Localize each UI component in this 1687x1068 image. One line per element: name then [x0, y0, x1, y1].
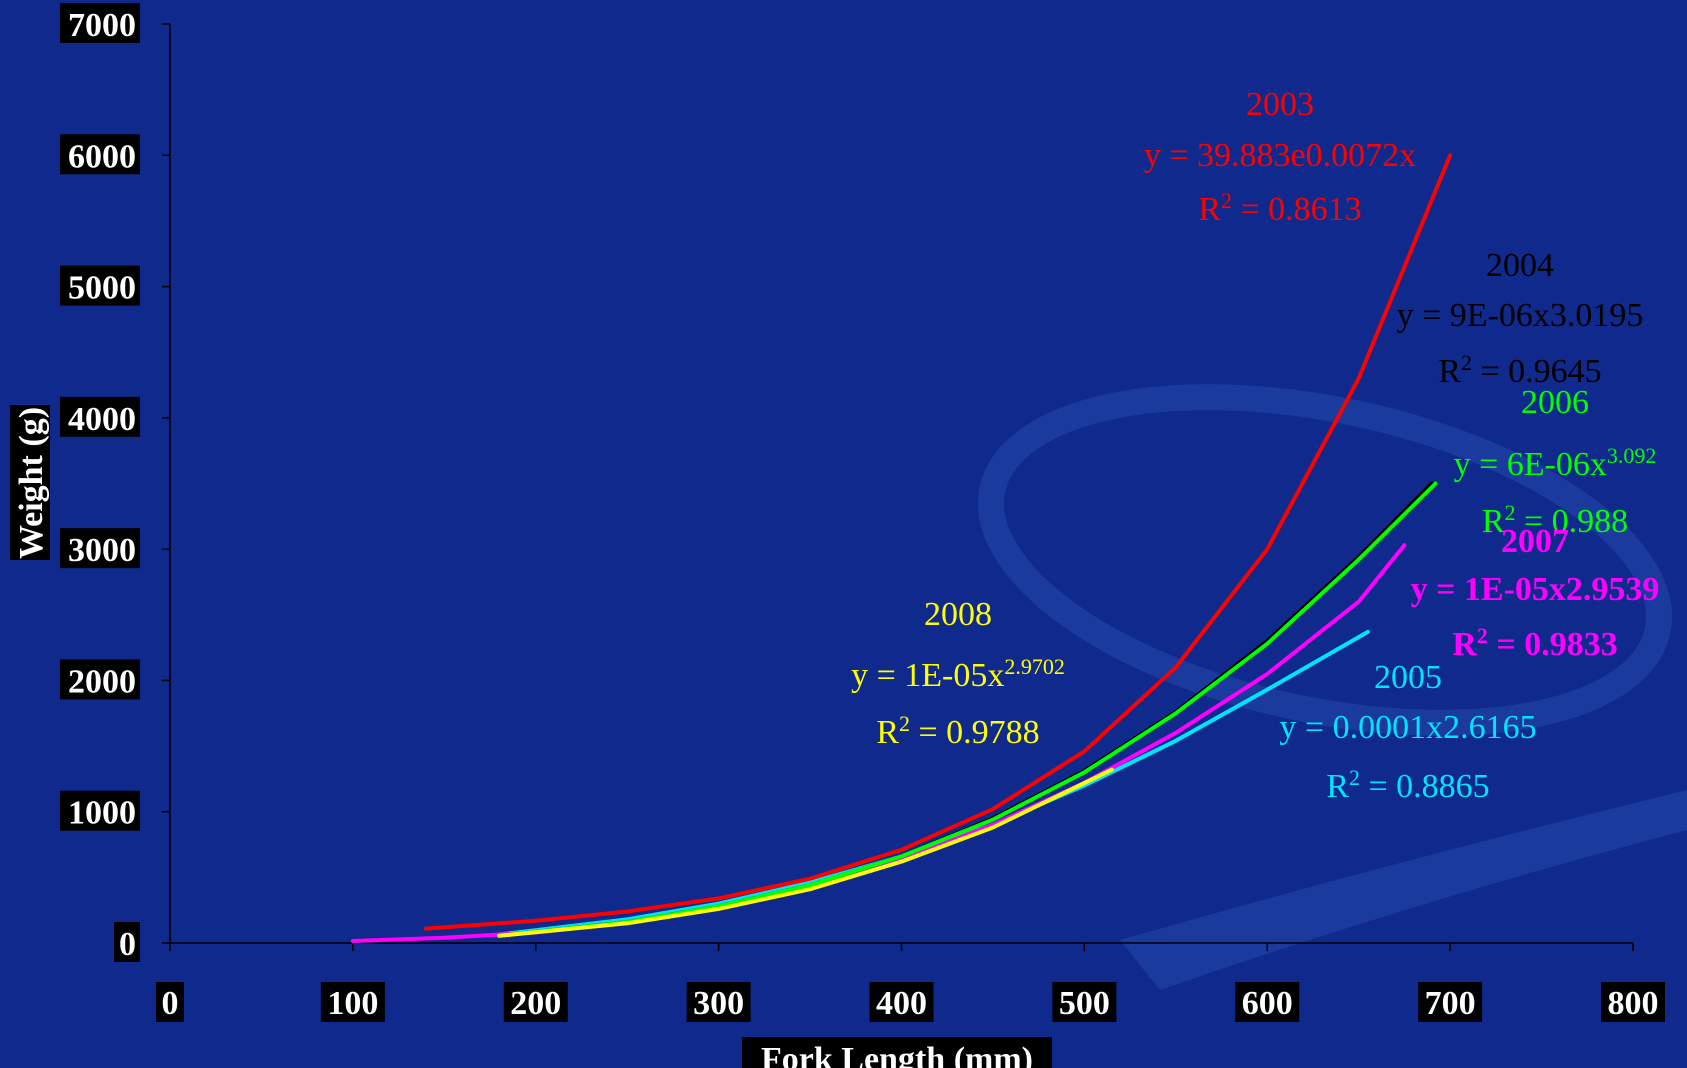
- r-squared: R2 = 0.8613: [1198, 188, 1361, 229]
- x-tick-label: 600: [1242, 985, 1293, 1022]
- y-tick-label: 5000: [68, 270, 136, 307]
- x-tick-label-bg: [1235, 982, 1300, 1022]
- annotation-2003: 2003 y = 39.883e0.0072x R2 = 0.8613: [1144, 86, 1416, 228]
- trend-equation: y = 0.0001x2.6165: [1279, 709, 1536, 746]
- x-tick-label-bg: [1052, 982, 1117, 1022]
- x-tick-label: 500: [1059, 985, 1110, 1022]
- x-tick-label-bg: [503, 982, 568, 1022]
- x-tick-label-bg: [1601, 982, 1665, 1022]
- x-tick-label-bg: [320, 982, 385, 1022]
- x-tick-label: 100: [327, 985, 378, 1022]
- axis-titles: Fork Length (mm) Weight (g): [10, 405, 1052, 1068]
- x-tick-label-bg: [156, 982, 184, 1022]
- r-squared: R2 = 0.8865: [1326, 765, 1489, 806]
- y-tick-label: 7000: [68, 7, 136, 44]
- background-decoration: [977, 384, 1687, 990]
- y-tick-label: 6000: [68, 138, 136, 175]
- series-label: 2005: [1374, 659, 1442, 696]
- annotation-2006: 2006 y = 6E-06x3.092 R2 = 0.988: [1454, 384, 1657, 540]
- x-tick-label: 0: [162, 985, 179, 1022]
- y-tick-label: 2000: [68, 663, 136, 700]
- x-tick-label-bg: [869, 982, 934, 1022]
- x-tick-label: 200: [510, 985, 561, 1022]
- series-label: 2007: [1501, 523, 1569, 560]
- trend-equation: y = 6E-06x3.092: [1454, 443, 1657, 484]
- x-tick-label: 700: [1425, 985, 1476, 1022]
- x-tick-label: 300: [693, 985, 744, 1022]
- r-squared: R2 = 0.9833: [1452, 623, 1617, 664]
- y-axis-title: Weight (g): [13, 407, 50, 559]
- trend-equation: y = 1E-05x2.9702: [851, 654, 1065, 695]
- series-label: 2004: [1486, 247, 1554, 284]
- series-line-2008: [497, 767, 1114, 938]
- series-label: 2003: [1246, 86, 1314, 123]
- y-tick-label-bg: [60, 396, 140, 437]
- annotation-2005: 2005 y = 0.0001x2.6165 R2 = 0.8865: [1279, 659, 1536, 805]
- r-squared: R2 = 0.9788: [876, 711, 1039, 752]
- y-tick-label: 1000: [68, 795, 136, 832]
- annotation-2007: 2007 y = 1E-05x2.9539 R2 = 0.9833: [1411, 523, 1660, 663]
- y-axis-title-bg: [10, 405, 50, 560]
- y-tick-label-bg: [60, 659, 140, 700]
- y-tick-label-bg: [60, 265, 140, 306]
- trend-equation: y = 1E-05x2.9539: [1411, 571, 1660, 608]
- annotations: 2003 y = 39.883e0.0072x R2 = 0.8613 2004 y =…: [851, 86, 1659, 805]
- trend-equation: y = 39.883e0.0072x: [1144, 137, 1416, 174]
- x-axis-title-bg: [742, 1037, 1052, 1068]
- x-axis-title: Fork Length (mm): [761, 1041, 1033, 1068]
- y-tick-label: 0: [119, 926, 136, 963]
- x-tick-label: 800: [1608, 985, 1659, 1022]
- y-tick-label-bg: [60, 790, 140, 831]
- y-tick-label-bg: [60, 3, 140, 43]
- x-tick-label-bg: [1418, 982, 1483, 1022]
- y-tick-label: 3000: [68, 532, 136, 569]
- annotation-2008: 2008 y = 1E-05x2.9702 R2 = 0.9788: [851, 596, 1065, 751]
- x-tick-label: 400: [876, 985, 927, 1022]
- series-label: 2008: [924, 596, 992, 633]
- series-label: 2006: [1521, 384, 1589, 421]
- series-line-2003: [424, 153, 1453, 931]
- y-tick-label-bg: [60, 134, 140, 175]
- y-tick-label-bg: [114, 922, 140, 962]
- r-squared: R2 = 0.988: [1482, 500, 1628, 541]
- x-tick-label-bg: [686, 982, 751, 1022]
- annotation-2004: 2004 y = 9E-06x3.0195 R2 = 0.9645: [1397, 247, 1644, 390]
- r-squared: R2 = 0.9645: [1438, 350, 1601, 391]
- trend-equation: y = 9E-06x3.0195: [1397, 297, 1644, 334]
- y-tick-label: 4000: [68, 401, 136, 438]
- series-line-2006: [497, 481, 1438, 938]
- series-layer: [350, 153, 1453, 943]
- y-tick-label-bg: [60, 528, 140, 569]
- ticks: 0 100 200 300 400 500 600 700 800 0 1000 2000 3000 40…: [60, 3, 1665, 1022]
